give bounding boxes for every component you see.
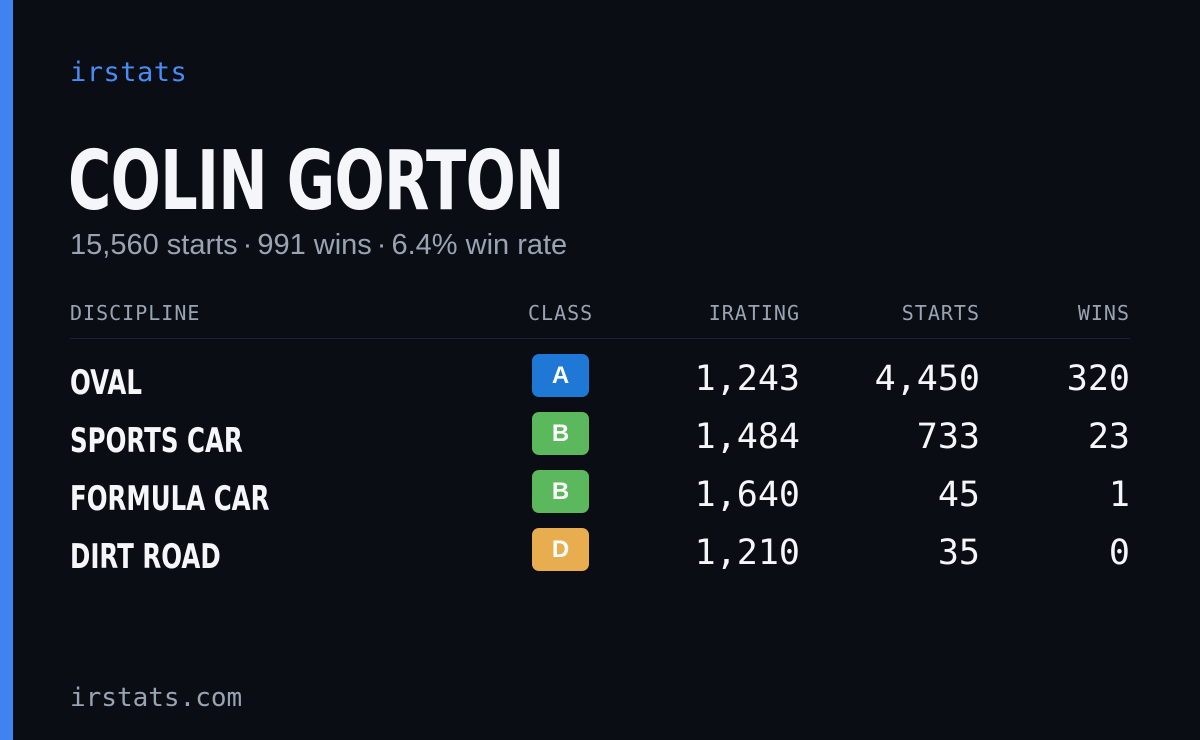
table-row-dirt-road: DIRT ROAD D 1,210 35 0	[70, 528, 1130, 578]
separator: ·	[242, 229, 253, 261]
starts-value: 4,450	[874, 359, 980, 399]
discipline-name: OVAL	[70, 363, 142, 403]
discipline-name: DIRT ROAD	[70, 537, 221, 577]
header-discipline: DISCIPLINE	[70, 301, 201, 325]
footer-url[interactable]: irstats.com	[70, 683, 243, 713]
irating-value: 1,210	[694, 533, 800, 573]
header-starts: STARTS	[901, 301, 980, 325]
driver-summary: 15,560 starts · 991 wins · 6.4% win rate	[70, 227, 567, 263]
class-badge: B	[532, 412, 589, 455]
table-row-oval: OVAL A 1,243 4,450 320	[70, 354, 1130, 404]
irating-value: 1,243	[694, 359, 800, 399]
separator: ·	[376, 229, 387, 261]
irating-value: 1,640	[694, 475, 800, 515]
accent-bar	[0, 0, 13, 740]
header-wins: WINS	[1077, 301, 1130, 325]
wins-value: 23	[1087, 417, 1130, 457]
starts-count: 15,560 starts	[70, 229, 238, 261]
discipline-name: SPORTS CAR	[70, 421, 243, 461]
wins-value: 1	[1108, 475, 1130, 515]
starts-value: 733	[916, 417, 980, 457]
driver-name: COLIN GORTON	[68, 134, 564, 229]
header-irating: IRATING	[708, 301, 800, 325]
starts-value: 45	[937, 475, 980, 515]
class-badge: D	[532, 528, 589, 571]
wins-value: 0	[1108, 533, 1130, 573]
table-row-formula-car: FORMULA CAR B 1,640 45 1	[70, 470, 1130, 520]
irating-value: 1,484	[694, 417, 800, 457]
table-header: DISCIPLINE CLASS IRATING STARTS WINS	[70, 300, 1130, 339]
class-badge: B	[532, 470, 589, 513]
starts-value: 35	[937, 533, 980, 573]
class-badge: A	[532, 354, 589, 397]
brand-logo[interactable]: irstats	[70, 57, 188, 88]
discipline-name: FORMULA CAR	[70, 479, 270, 519]
win-rate: 6.4% win rate	[391, 229, 568, 261]
table-row-sports-car: SPORTS CAR B 1,484 733 23	[70, 412, 1130, 462]
header-class: CLASS	[528, 301, 594, 325]
wins-count: 991 wins	[257, 229, 372, 261]
wins-value: 320	[1066, 359, 1130, 399]
